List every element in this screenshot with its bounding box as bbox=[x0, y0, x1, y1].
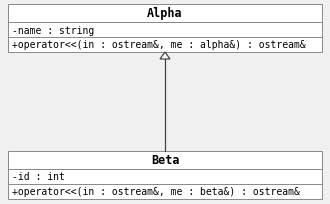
Text: Beta: Beta bbox=[151, 154, 179, 167]
Polygon shape bbox=[160, 53, 170, 60]
Bar bbox=[8, 151, 322, 199]
Text: Alpha: Alpha bbox=[147, 8, 183, 20]
Text: -name : string: -name : string bbox=[12, 25, 94, 35]
Text: -id : int: -id : int bbox=[12, 172, 65, 182]
Bar bbox=[8, 5, 322, 53]
Text: +operator<<(in : ostream&, me : beta&) : ostream&: +operator<<(in : ostream&, me : beta&) :… bbox=[12, 187, 300, 196]
Text: +operator<<(in : ostream&, me : alpha&) : ostream&: +operator<<(in : ostream&, me : alpha&) … bbox=[12, 40, 306, 50]
